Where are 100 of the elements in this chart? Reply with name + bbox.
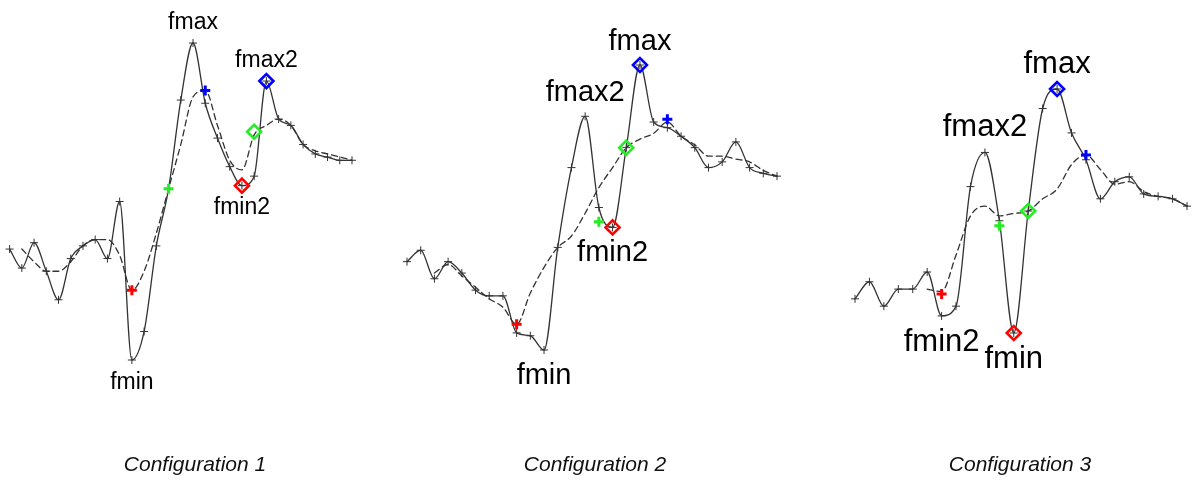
- point: [225, 162, 235, 172]
- point: [1095, 194, 1105, 204]
- point: [402, 257, 412, 267]
- point: [745, 163, 755, 173]
- point: [992, 219, 1006, 233]
- point: [298, 139, 308, 149]
- point: [864, 277, 874, 287]
- point: [922, 267, 932, 277]
- point: [717, 157, 727, 167]
- point: [1139, 189, 1149, 199]
- text: Configuration 3: [947, 452, 1093, 476]
- point: [1110, 177, 1120, 187]
- point: [245, 123, 263, 141]
- point: [965, 182, 975, 192]
- annotation: fmax: [1023, 45, 1092, 81]
- point: [102, 254, 112, 264]
- point: [566, 163, 576, 173]
- point: [649, 117, 659, 127]
- point: [335, 155, 345, 165]
- point: [471, 285, 481, 295]
- point: [115, 197, 125, 206]
- point: [1038, 104, 1048, 114]
- text: Configuration 2: [522, 452, 668, 476]
- point: [617, 139, 635, 156]
- point: [1067, 128, 1077, 138]
- annotation: fmax2: [235, 45, 298, 72]
- point: [1153, 191, 1163, 201]
- point: [212, 133, 222, 143]
- point: [604, 219, 621, 236]
- point: [457, 268, 467, 278]
- point: [980, 147, 990, 157]
- annotation: fmin2: [213, 193, 271, 220]
- annotation: fmin2: [577, 234, 649, 267]
- point: [908, 284, 918, 294]
- point: [772, 171, 782, 181]
- annotation: fmax: [608, 23, 672, 56]
- point: [879, 301, 889, 311]
- point: [690, 143, 700, 153]
- point: [274, 114, 284, 124]
- point: [258, 72, 275, 90]
- point: [594, 203, 604, 212]
- point: [5, 244, 15, 254]
- point: [1168, 194, 1178, 204]
- point: [1019, 202, 1037, 220]
- point: [347, 155, 357, 165]
- point: [1048, 80, 1066, 98]
- point: [139, 326, 149, 336]
- point: [539, 345, 549, 355]
- point: [1079, 148, 1093, 162]
- point: [310, 149, 320, 159]
- point: [443, 257, 453, 267]
- annotation: fmax2: [942, 108, 1028, 144]
- annotation: fmax2: [545, 74, 625, 107]
- point: [1124, 172, 1134, 182]
- point: [662, 123, 672, 133]
- point: [850, 294, 860, 304]
- point: [893, 284, 903, 294]
- point: [1005, 324, 1023, 342]
- point: [1182, 201, 1192, 211]
- annotation: fmin: [984, 340, 1044, 376]
- point: [731, 137, 741, 147]
- point: [951, 301, 961, 311]
- point: [935, 287, 949, 301]
- point: [937, 311, 947, 321]
- point: [416, 245, 426, 255]
- annotation: fmin2: [903, 322, 980, 358]
- point: [176, 95, 186, 105]
- point: [592, 215, 606, 229]
- point: [660, 112, 674, 126]
- point: [127, 355, 137, 365]
- point: [198, 84, 212, 98]
- point: [498, 291, 508, 301]
- point: [429, 274, 439, 284]
- annotation: fmin: [516, 357, 572, 390]
- point: [233, 177, 251, 194]
- point: [249, 171, 259, 181]
- point: [200, 98, 210, 108]
- point: [553, 242, 563, 252]
- point: [631, 56, 649, 74]
- point: [323, 152, 333, 162]
- point: [151, 241, 161, 251]
- point: [125, 283, 139, 297]
- point: [758, 168, 768, 178]
- point: [90, 235, 100, 245]
- point: [510, 317, 524, 331]
- point: [484, 291, 494, 301]
- point: [512, 328, 522, 338]
- annotation: fmin: [110, 367, 154, 394]
- point: [580, 111, 590, 121]
- point: [676, 131, 686, 141]
- point: [17, 263, 27, 273]
- annotation: fmax: [168, 7, 219, 34]
- point: [286, 120, 296, 130]
- point: [54, 295, 64, 305]
- point: [29, 238, 39, 248]
- point: [66, 254, 76, 264]
- point: [525, 331, 535, 341]
- text: Configuration 1: [122, 452, 268, 476]
- point: [188, 38, 198, 48]
- point: [41, 266, 51, 276]
